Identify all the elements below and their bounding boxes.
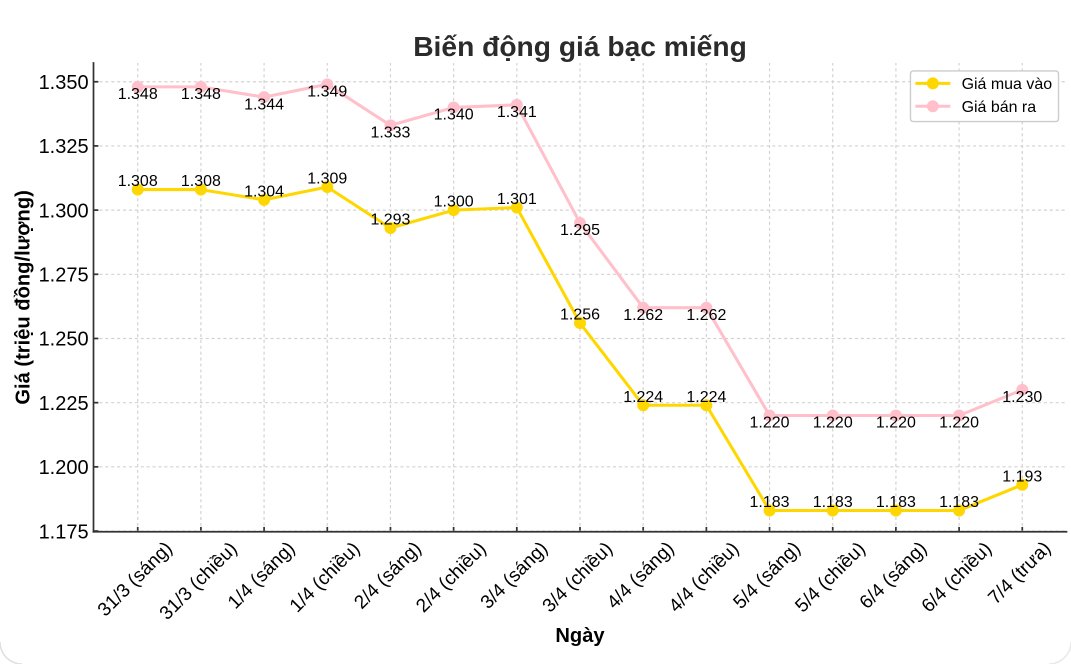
svg-text:1.309: 1.309 bbox=[307, 171, 347, 188]
svg-text:1.350: 1.350 bbox=[39, 72, 89, 94]
svg-text:1.308: 1.308 bbox=[118, 173, 158, 190]
svg-text:1.250: 1.250 bbox=[39, 329, 89, 351]
svg-text:1.348: 1.348 bbox=[181, 86, 221, 103]
svg-text:1.183: 1.183 bbox=[939, 494, 979, 511]
svg-text:1.256: 1.256 bbox=[560, 307, 600, 324]
svg-text:1.300: 1.300 bbox=[434, 194, 474, 211]
svg-text:Biến động giá bạc miếng: Biến động giá bạc miếng bbox=[413, 30, 747, 62]
svg-text:1.262: 1.262 bbox=[686, 307, 726, 324]
svg-text:1.293: 1.293 bbox=[370, 212, 410, 229]
svg-text:1.262: 1.262 bbox=[623, 307, 663, 324]
svg-text:1.340: 1.340 bbox=[434, 107, 474, 124]
svg-text:1.275: 1.275 bbox=[39, 265, 89, 287]
svg-text:1.220: 1.220 bbox=[750, 415, 790, 432]
svg-text:1.308: 1.308 bbox=[181, 173, 221, 190]
svg-text:1.333: 1.333 bbox=[370, 125, 410, 142]
svg-text:1.230: 1.230 bbox=[1002, 389, 1042, 406]
svg-text:1.341: 1.341 bbox=[497, 104, 537, 121]
svg-text:Giá (triệu đồng/lượng): Giá (triệu đồng/lượng) bbox=[12, 190, 34, 404]
svg-text:1.183: 1.183 bbox=[813, 494, 853, 511]
svg-text:1.183: 1.183 bbox=[750, 494, 790, 511]
svg-text:1.225: 1.225 bbox=[39, 393, 89, 415]
svg-text:1.193: 1.193 bbox=[1002, 468, 1042, 485]
svg-text:Giá bán ra: Giá bán ra bbox=[962, 99, 1037, 116]
svg-text:1.175: 1.175 bbox=[39, 521, 89, 543]
svg-text:1.301: 1.301 bbox=[497, 191, 537, 208]
svg-text:1.295: 1.295 bbox=[560, 222, 600, 239]
svg-text:1.349: 1.349 bbox=[307, 83, 347, 100]
svg-text:1.183: 1.183 bbox=[876, 494, 916, 511]
svg-text:1.348: 1.348 bbox=[118, 86, 158, 103]
svg-text:Giá mua vào: Giá mua vào bbox=[962, 76, 1053, 93]
svg-text:1.300: 1.300 bbox=[39, 200, 89, 222]
svg-text:1.220: 1.220 bbox=[876, 415, 916, 432]
svg-text:1.200: 1.200 bbox=[39, 457, 89, 479]
svg-text:1.325: 1.325 bbox=[39, 136, 89, 158]
svg-text:1.224: 1.224 bbox=[686, 389, 726, 406]
svg-text:1.224: 1.224 bbox=[623, 389, 663, 406]
svg-text:1.344: 1.344 bbox=[244, 96, 284, 113]
svg-text:Ngày: Ngày bbox=[555, 625, 605, 647]
svg-text:1.220: 1.220 bbox=[939, 415, 979, 432]
svg-text:1.220: 1.220 bbox=[813, 415, 853, 432]
svg-text:1.304: 1.304 bbox=[244, 183, 284, 200]
